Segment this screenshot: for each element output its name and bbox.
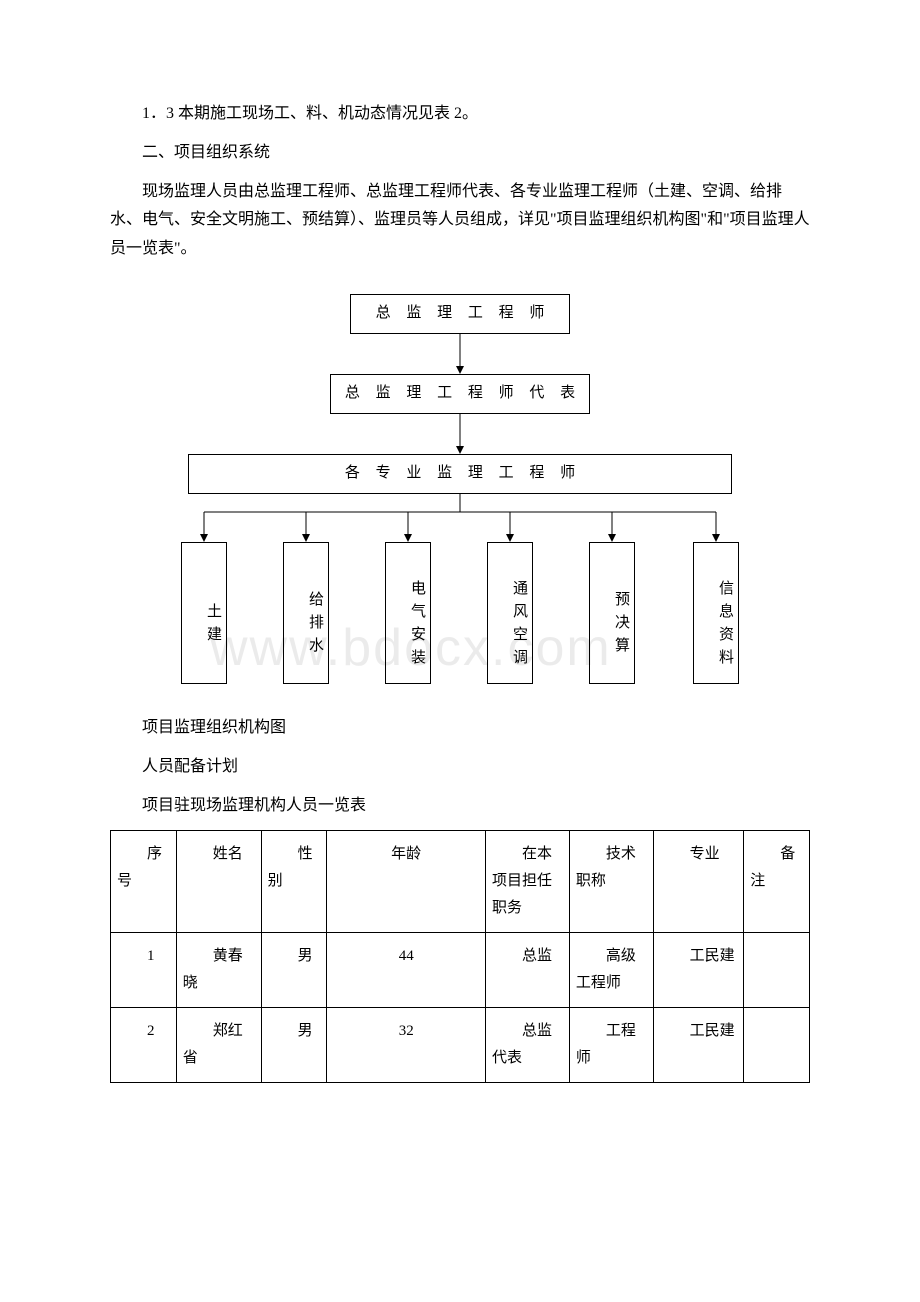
table-cell: 工民建 (653, 1008, 744, 1083)
org-chart: 总 监 理 工 程 师 总 监 理 工 程 师 代 表 各 专 业 监 理 工 … (110, 294, 810, 694)
org-node-level3: 各 专 业 监 理 工 程 师 (188, 454, 732, 494)
para-1-3: 1．3 本期施工现场工、料、机动态情况见表 2。 (110, 100, 810, 129)
section-2-title: 二、项目组织系统 (110, 139, 810, 168)
table-cell: 姓名 (176, 831, 261, 933)
table-cell: 32 (327, 1008, 486, 1083)
table-cell: 工程师 (569, 1008, 653, 1083)
org-leaf-5: 信息资料 (693, 542, 739, 684)
table-cell: 44 (327, 933, 486, 1008)
staff-table: 序号姓名性别年龄在本项目担任职务技术职称专业备注1黄春晓男44总监高级工程师工民… (110, 830, 810, 1083)
para-desc: 现场监理人员由总监理工程师、总监理工程师代表、各专业监理工程师（土建、空调、给排… (110, 178, 810, 264)
caption-staff-plan: 人员配备计划 (110, 753, 810, 782)
table-cell: 备注 (744, 831, 810, 933)
table-cell: 性别 (261, 831, 327, 933)
table-cell: 专业 (653, 831, 744, 933)
org-node-level1: 总 监 理 工 程 师 (350, 294, 570, 334)
table-cell: 在本项目担任职务 (485, 831, 569, 933)
table-cell: 总监 (485, 933, 569, 1008)
org-leaf-0: 土建 (181, 542, 227, 684)
table-cell (744, 933, 810, 1008)
table-cell: 2 (111, 1008, 177, 1083)
table-row: 1黄春晓男44总监高级工程师工民建 (111, 933, 810, 1008)
caption-org-chart: 项目监理组织机构图 (110, 714, 810, 743)
table-cell: 1 (111, 933, 177, 1008)
table-cell: 总监代表 (485, 1008, 569, 1083)
org-leaf-1: 给排水 (283, 542, 329, 684)
table-row: 2郑红省男32总监代表工程师工民建 (111, 1008, 810, 1083)
org-leaf-2: 电气安装 (385, 542, 431, 684)
table-cell: 男 (261, 933, 327, 1008)
table-cell: 高级工程师 (569, 933, 653, 1008)
table-cell: 序号 (111, 831, 177, 933)
table-row: 序号姓名性别年龄在本项目担任职务技术职称专业备注 (111, 831, 810, 933)
org-node-level2: 总 监 理 工 程 师 代 表 (330, 374, 590, 414)
table-cell: 年龄 (327, 831, 486, 933)
table-cell: 男 (261, 1008, 327, 1083)
org-leaf-3: 通风空调 (487, 542, 533, 684)
table-cell: 黄春晓 (176, 933, 261, 1008)
caption-staff-table: 项目驻现场监理机构人员一览表 (110, 792, 810, 821)
table-cell (744, 1008, 810, 1083)
table-cell: 工民建 (653, 933, 744, 1008)
org-leaf-4: 预决算 (589, 542, 635, 684)
table-cell: 技术职称 (569, 831, 653, 933)
table-cell: 郑红省 (176, 1008, 261, 1083)
